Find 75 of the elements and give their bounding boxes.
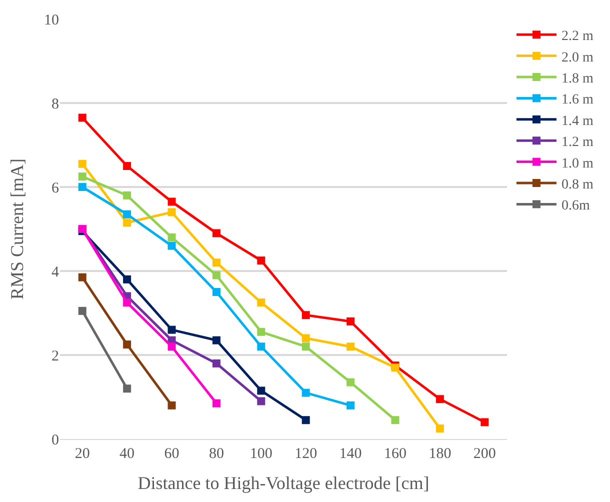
x-tick-label: 60 (164, 446, 180, 462)
x-tick-label: 100 (250, 446, 272, 462)
legend-label: 1.6 m (561, 92, 594, 108)
point (212, 359, 220, 368)
x-tick-label: 80 (208, 446, 224, 462)
point (78, 160, 86, 168)
point (123, 162, 132, 170)
point (436, 424, 444, 432)
point (123, 191, 132, 200)
point (123, 340, 132, 348)
point (168, 342, 176, 351)
legend-label: 1.8 m (561, 71, 594, 86)
point (212, 336, 220, 344)
y-axis-title: RMS Current [mA] (7, 158, 28, 300)
point (257, 298, 266, 306)
point (346, 401, 355, 410)
point (78, 306, 86, 315)
point (168, 401, 176, 410)
point (391, 416, 400, 424)
x-tick-label: 180 (428, 446, 452, 462)
point (346, 342, 355, 351)
point (123, 210, 132, 218)
legend-label: 1.4 m (561, 114, 594, 129)
x-tick-label: 40 (120, 446, 135, 462)
y-tick-label: 4 (52, 264, 60, 280)
point (212, 229, 220, 238)
point (123, 298, 132, 306)
point (212, 288, 220, 296)
point (78, 183, 86, 191)
x-axis-title: Distance to High-Voltage electrode [cm] (138, 473, 430, 494)
point (346, 317, 355, 326)
point (391, 364, 400, 372)
legend-label: 0.8 m (561, 177, 594, 192)
y-tick-label: 2 (52, 348, 59, 364)
point (123, 218, 132, 227)
point (302, 388, 310, 397)
x-tick-label: 160 (384, 446, 406, 462)
point (123, 384, 132, 393)
x-tick-label: 120 (294, 446, 318, 462)
point (78, 172, 86, 180)
point (302, 334, 310, 342)
point (123, 275, 132, 284)
point (168, 208, 176, 216)
x-tick-label: 140 (339, 446, 362, 462)
legend-label: 2.0 m (561, 50, 594, 66)
point (168, 233, 176, 242)
point (78, 114, 86, 122)
point (168, 242, 176, 250)
point (257, 386, 266, 395)
point (168, 198, 176, 206)
x-tick-label: 20 (74, 446, 90, 462)
point (302, 416, 310, 424)
y-tick-label: 0 (52, 432, 59, 448)
point (257, 342, 266, 351)
y-tick-label: 6 (52, 180, 60, 196)
point (212, 258, 220, 267)
point (346, 378, 355, 386)
y-tick-label: 10 (44, 12, 59, 28)
legend-label: 1.0 m (561, 156, 594, 172)
point (212, 271, 220, 280)
point (257, 397, 266, 406)
point (480, 418, 489, 426)
point (212, 399, 220, 408)
point (78, 273, 86, 282)
point (302, 342, 310, 351)
point (257, 328, 266, 336)
y-tick-label: 8 (52, 96, 59, 112)
legend-label: 2.2 m (561, 29, 594, 44)
legend-label: 1.2 m (561, 135, 594, 150)
point (436, 395, 444, 404)
point (168, 326, 176, 334)
point (302, 311, 310, 320)
x-tick-label: 200 (473, 446, 496, 462)
legend-label: 0.6m (561, 198, 590, 214)
point (257, 256, 266, 264)
